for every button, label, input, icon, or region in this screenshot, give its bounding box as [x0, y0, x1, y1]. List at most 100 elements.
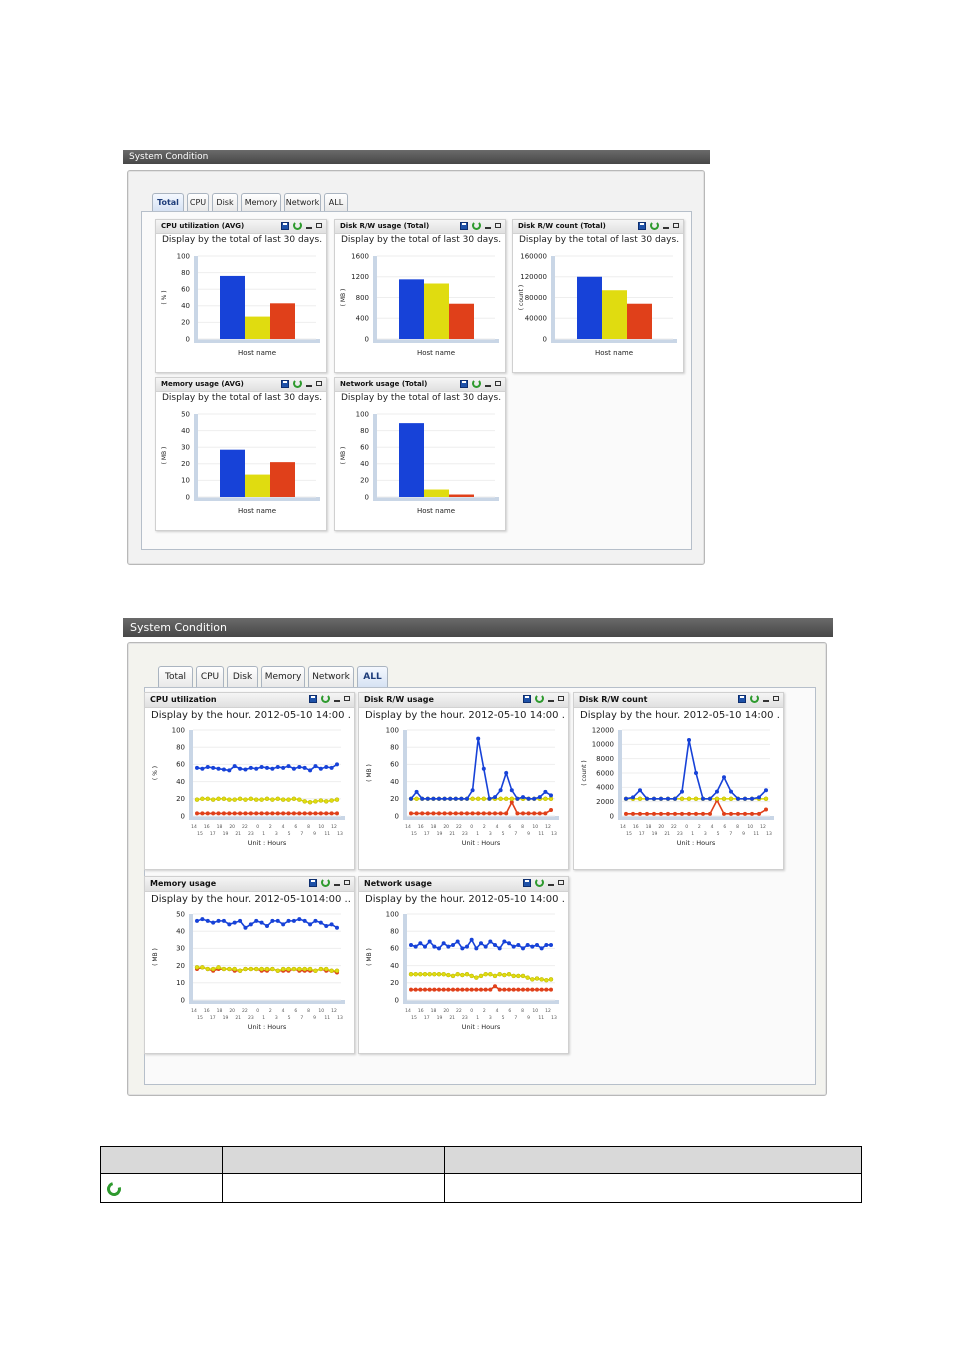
data-point	[446, 972, 451, 978]
x-tick-label: 20	[658, 824, 664, 830]
data-point	[693, 796, 699, 802]
save-icon[interactable]	[281, 379, 289, 388]
data-point	[216, 918, 221, 923]
tab-network[interactable]: Network	[308, 666, 354, 687]
save-icon[interactable]	[281, 221, 289, 230]
data-point	[666, 796, 670, 801]
y-tick-label: 0	[365, 335, 369, 343]
maximize-icon[interactable]	[773, 696, 779, 701]
refresh-icon[interactable]	[535, 878, 544, 887]
tab-memory[interactable]: Memory	[241, 193, 281, 211]
save-icon[interactable]	[309, 878, 317, 887]
data-point	[479, 941, 483, 946]
tab-network[interactable]: Network	[284, 193, 321, 211]
maximize-icon[interactable]	[495, 381, 501, 386]
data-point	[205, 764, 210, 769]
refresh-icon[interactable]	[293, 379, 302, 388]
data-point	[286, 764, 291, 769]
tab-total[interactable]: Total	[158, 666, 193, 687]
tab-disk[interactable]: Disk	[212, 193, 238, 211]
save-icon[interactable]	[460, 379, 468, 388]
data-point	[465, 987, 469, 992]
tab-all[interactable]: ALL	[324, 193, 348, 211]
data-point	[329, 968, 334, 974]
data-point	[200, 811, 205, 816]
data-point	[194, 797, 200, 802]
maximize-icon[interactable]	[558, 696, 564, 701]
minimize-icon[interactable]	[306, 227, 312, 229]
data-point	[436, 971, 442, 977]
save-icon[interactable]	[309, 694, 317, 703]
tab-memory[interactable]: Memory	[261, 666, 305, 687]
save-icon[interactable]	[523, 694, 531, 703]
data-point	[232, 920, 237, 925]
x-axis	[551, 339, 677, 343]
data-point	[521, 811, 525, 816]
refresh-icon[interactable]	[472, 221, 481, 230]
maximize-icon[interactable]	[558, 880, 564, 885]
save-icon[interactable]	[738, 694, 746, 703]
minimize-icon[interactable]	[548, 884, 554, 886]
minimize-icon[interactable]	[485, 227, 491, 229]
minimize-icon[interactable]	[663, 227, 669, 229]
data-point	[451, 987, 455, 992]
x-tick-label: 21	[235, 831, 241, 837]
data-point	[465, 944, 469, 949]
tab-total[interactable]: Total	[152, 193, 184, 211]
data-point	[313, 811, 318, 816]
data-point	[297, 811, 302, 816]
refresh-icon[interactable]	[750, 694, 759, 703]
maximize-icon[interactable]	[495, 223, 501, 228]
refresh-icon[interactable]	[321, 878, 330, 887]
widget-toolbar	[738, 694, 779, 703]
x-tick-label: 3	[489, 831, 492, 837]
minimize-icon[interactable]	[306, 385, 312, 387]
maximize-icon[interactable]	[316, 381, 322, 386]
maximize-icon[interactable]	[673, 223, 679, 228]
data-point	[535, 942, 539, 947]
data-point	[481, 796, 487, 802]
data-point	[631, 811, 635, 816]
data-point	[422, 971, 428, 977]
y-axis-label: ( count )	[581, 760, 588, 785]
minimize-icon[interactable]	[548, 700, 554, 702]
y-axis	[194, 256, 198, 343]
x-axis-label: Host name	[595, 349, 633, 357]
maximize-icon[interactable]	[316, 223, 322, 228]
chart-widget: Network usage (Total) Display by the tota…	[334, 377, 506, 531]
bar	[245, 316, 270, 339]
refresh-icon[interactable]	[321, 694, 330, 703]
tab-cpu[interactable]: CPU	[196, 666, 224, 687]
tab-all[interactable]: ALL	[357, 666, 388, 687]
data-point	[624, 811, 628, 816]
tab-disk[interactable]: Disk	[227, 666, 258, 687]
minimize-icon[interactable]	[485, 385, 491, 387]
save-icon[interactable]	[460, 221, 468, 230]
minimize-icon[interactable]	[763, 700, 769, 702]
data-point	[507, 941, 511, 946]
minimize-icon[interactable]	[334, 700, 340, 702]
refresh-icon[interactable]	[293, 221, 302, 230]
data-point	[281, 922, 286, 927]
tab-cpu[interactable]: CPU	[187, 193, 209, 211]
refresh-icon[interactable]	[535, 694, 544, 703]
data-point	[259, 764, 264, 769]
x-tick-label: 0	[256, 824, 259, 830]
minimize-icon[interactable]	[334, 884, 340, 886]
maximize-icon[interactable]	[344, 880, 350, 885]
data-point	[483, 987, 488, 992]
data-point	[488, 939, 493, 944]
data-point	[318, 811, 323, 816]
data-point	[469, 987, 474, 992]
data-point	[238, 918, 243, 923]
data-point	[549, 942, 553, 947]
data-point	[750, 796, 754, 801]
data-point	[227, 768, 232, 773]
y-tick-label: 80	[390, 928, 399, 936]
chart-svg: 0 20 40 60 80 100 ( % ) Host name	[161, 252, 320, 357]
maximize-icon[interactable]	[344, 696, 350, 701]
save-icon[interactable]	[638, 221, 646, 230]
save-icon[interactable]	[523, 878, 531, 887]
refresh-icon[interactable]	[472, 379, 481, 388]
refresh-icon[interactable]	[650, 221, 659, 230]
